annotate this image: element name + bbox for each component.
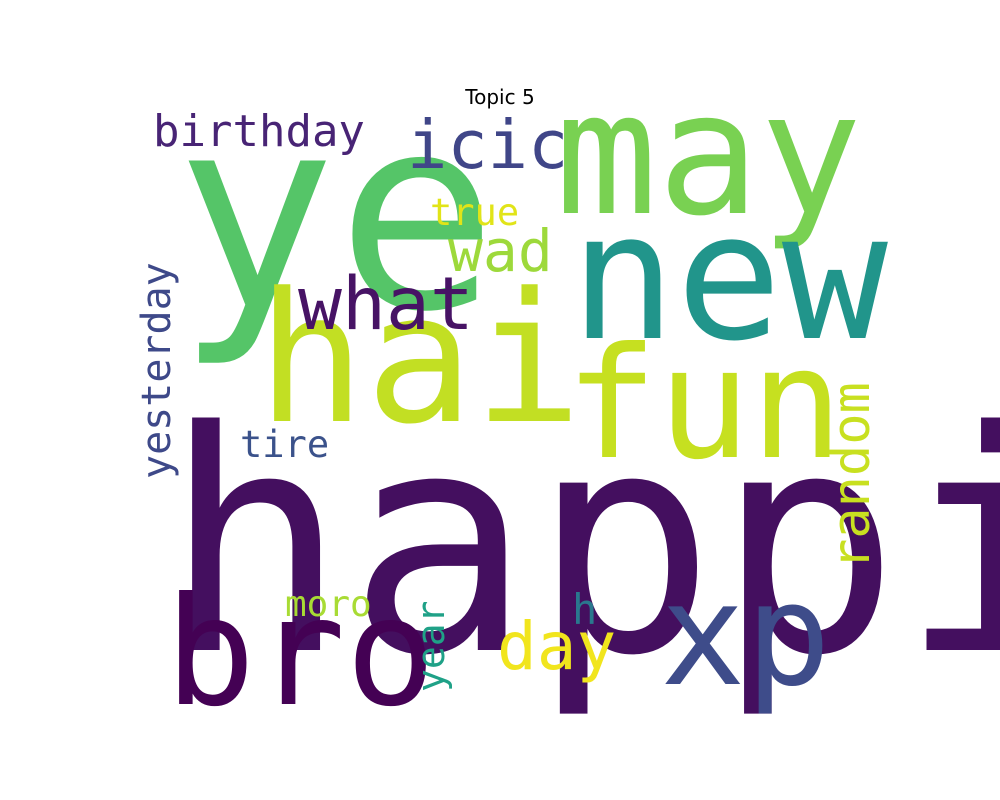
word-what: what <box>298 262 474 347</box>
word-fun: fun <box>565 315 844 494</box>
word-true: true <box>430 191 520 234</box>
word-h: h <box>572 585 598 634</box>
word-new: new <box>570 175 888 380</box>
word-birthday: birthday <box>153 106 365 157</box>
word-year: year <box>409 600 453 692</box>
word-icic: icic <box>407 106 569 184</box>
word-xp: xp <box>660 553 831 718</box>
word-wad: wad <box>448 217 553 285</box>
chart-title: Topic 5 <box>465 85 535 109</box>
word-day: day <box>497 608 617 685</box>
word-tire: tire <box>240 423 330 466</box>
word-may: may <box>555 56 863 254</box>
word-yesterday: yesterday <box>134 262 180 479</box>
word-moro: moro <box>285 584 372 625</box>
word-hai: hai <box>257 255 583 464</box>
word-random: random <box>822 382 882 570</box>
word-ye: ye <box>175 59 498 371</box>
word-happi: happi <box>163 367 1000 723</box>
word-bro: bro <box>165 566 436 740</box>
